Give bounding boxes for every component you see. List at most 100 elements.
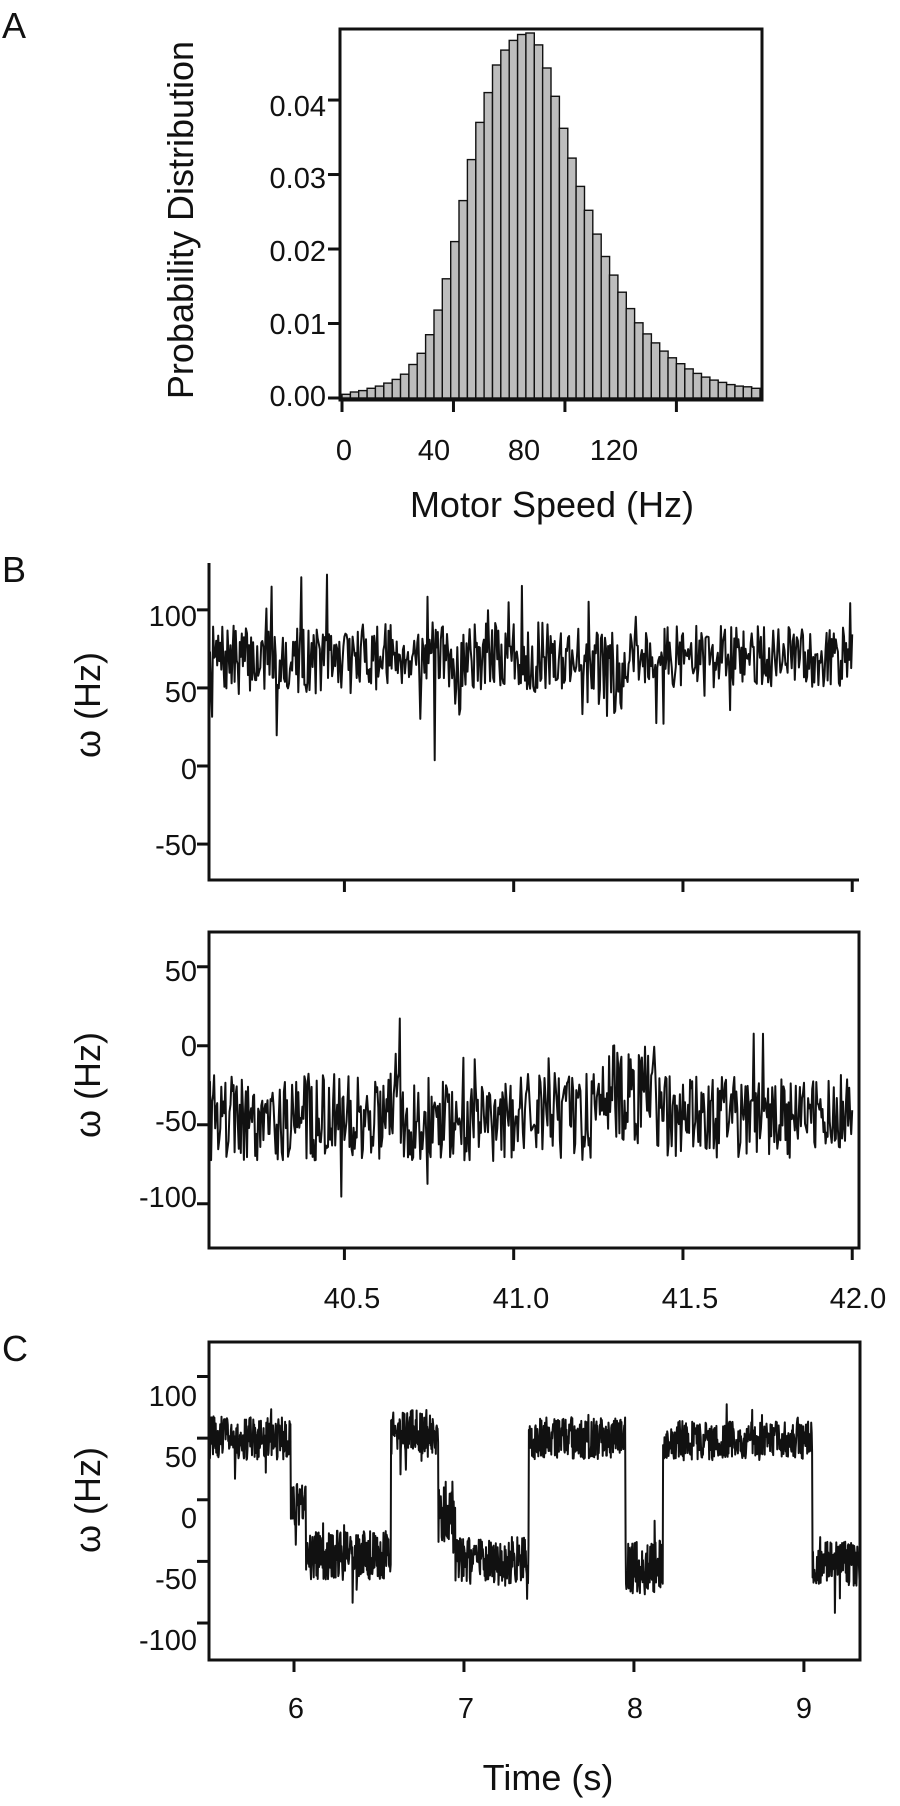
histogram-bar [684,368,694,399]
histogram-bar [608,274,619,399]
panel-b-bottom-frame [207,930,861,1250]
histogram-bar [567,157,577,399]
histogram-bar [617,291,628,399]
histogram-bar [692,372,703,399]
panel-b-top-y-tick-100: 100 [149,601,197,633]
panel-a-x-tick-0: 0 [336,435,352,467]
histogram-bar [358,389,368,399]
histogram-bar [750,387,761,399]
panel-a-x-tick-40: 40 [418,435,450,467]
histogram-bar [349,391,360,399]
histogram-bar [575,185,586,399]
histogram-bar [725,383,736,399]
panel-b-top: B 100 50 0 -50 ω (Hz) [2,549,859,892]
panel-c-trace [208,1403,861,1614]
histogram-bar [734,385,745,399]
histogram-bar [508,39,519,399]
histogram-bar [533,44,544,399]
panel-b-bottom-x-tick-42.0: 42.0 [830,1283,886,1315]
histogram-bar [650,342,661,399]
panel-a-y-tick-0.04: 0.04 [270,91,326,123]
panel-a-y-tick-0.01: 0.01 [270,309,326,341]
panel-b-bottom-x-tick-41.0: 41.0 [493,1283,549,1315]
panel-a-ticks [328,98,678,412]
histogram-bar [742,386,753,399]
histogram-bar [500,49,510,399]
panel-c-y-axis-label: ω (Hz) [67,1447,108,1553]
panel-b-bottom-y-tick-0: 0 [181,1031,197,1063]
panel-b-top-y-tick-50: 50 [165,677,197,709]
histogram-bar [383,382,393,399]
panel-b-bottom-y-tick-50: 50 [165,956,197,988]
panel-letter-b: B [2,549,26,590]
histogram-bar [408,363,418,399]
panel-letter-c: C [2,1328,28,1369]
panel-a-y-axis-label: Probability Distribution [160,41,201,399]
panel-c-x-axis-label: Time (s) [483,1757,614,1798]
histogram-bar [525,32,536,399]
histogram-bar [483,91,494,399]
panel-a-y-tick-0.02: 0.02 [270,236,326,268]
histogram-bar [541,67,552,399]
histogram-bar [399,373,410,399]
histogram-bar [374,385,385,399]
histogram-bar [416,352,427,399]
panel-b-bottom: 50 0 -50 -100 40.5 41.0 41.5 42.0 ω (Hz) [67,930,886,1315]
panel-b-top-ticks [197,608,854,892]
panel-c-y-tick-neg50: -50 [155,1564,197,1596]
panel-a-y-tick-0.00: 0.00 [270,381,326,413]
histogram-bar [441,278,452,399]
panel-a: A 0 40 80 120 0.00 0.01 0.02 0.03 0.04 M… [2,5,764,525]
panel-c-ticks [197,1375,806,1672]
histogram-bar [600,255,611,399]
histogram-bar [458,199,469,399]
histogram-bar [675,363,686,399]
histogram-bar [516,33,527,399]
panel-c-frame [207,1340,862,1662]
panel-a-x-tick-80: 80 [508,435,540,467]
histogram-bar [475,121,485,399]
panel-b-bottom-y-tick-neg50: -50 [155,1106,197,1138]
panel-a-x-tick-120: 120 [590,435,638,467]
panel-b-top-y-tick-0: 0 [181,754,197,786]
panel-a-y-tick-0.03: 0.03 [270,163,326,195]
histogram-bar [709,379,719,399]
panel-c-x-tick-6: 6 [288,1693,304,1725]
panel-c: C 100 50 0 -50 -100 6 7 8 9 Time (s) ω (… [2,1328,862,1798]
panel-b-top-y-tick-neg50: -50 [155,830,197,862]
panel-c-x-tick-9: 9 [796,1693,812,1725]
histogram-bar [583,209,594,399]
histogram-bar [633,322,644,399]
panel-b-top-trace [208,573,854,762]
histogram-bar [491,64,502,399]
histogram-bar [642,333,653,399]
histogram-bar [366,387,377,399]
panel-b-bottom-trace [208,1017,854,1198]
histogram-bar [592,233,602,399]
panel-c-y-tick-neg100: -100 [139,1625,197,1657]
histogram-bar [700,376,711,399]
histogram-bar [550,95,561,399]
histogram-bar [466,158,477,399]
histogram-bar [433,309,444,399]
histogram-bar [450,240,460,399]
panel-b-bottom-y-tick-neg100: -100 [139,1182,197,1214]
panel-b-bottom-y-axis-label: ω (Hz) [67,1032,108,1138]
panel-a-x-axis-label: Motor Speed (Hz) [410,484,694,525]
histogram-bar [717,381,728,399]
panel-c-y-tick-50: 50 [165,1442,197,1474]
panel-c-y-tick-100: 100 [149,1381,197,1413]
histogram-bar [558,127,569,399]
panel-c-x-tick-8: 8 [627,1693,643,1725]
histogram-bar [391,378,402,399]
panel-c-y-tick-0: 0 [181,1503,197,1535]
histogram-bar [667,357,678,399]
panel-b-bottom-x-tick-41.5: 41.5 [662,1283,718,1315]
panel-c-x-tick-7: 7 [458,1693,474,1725]
panel-letter-a: A [2,5,26,46]
panel-b-bottom-x-tick-40.5: 40.5 [324,1283,380,1315]
panel-b-top-frame [207,563,859,882]
panel-a-bars [341,32,761,399]
panel-b-bottom-ticks [197,965,854,1260]
